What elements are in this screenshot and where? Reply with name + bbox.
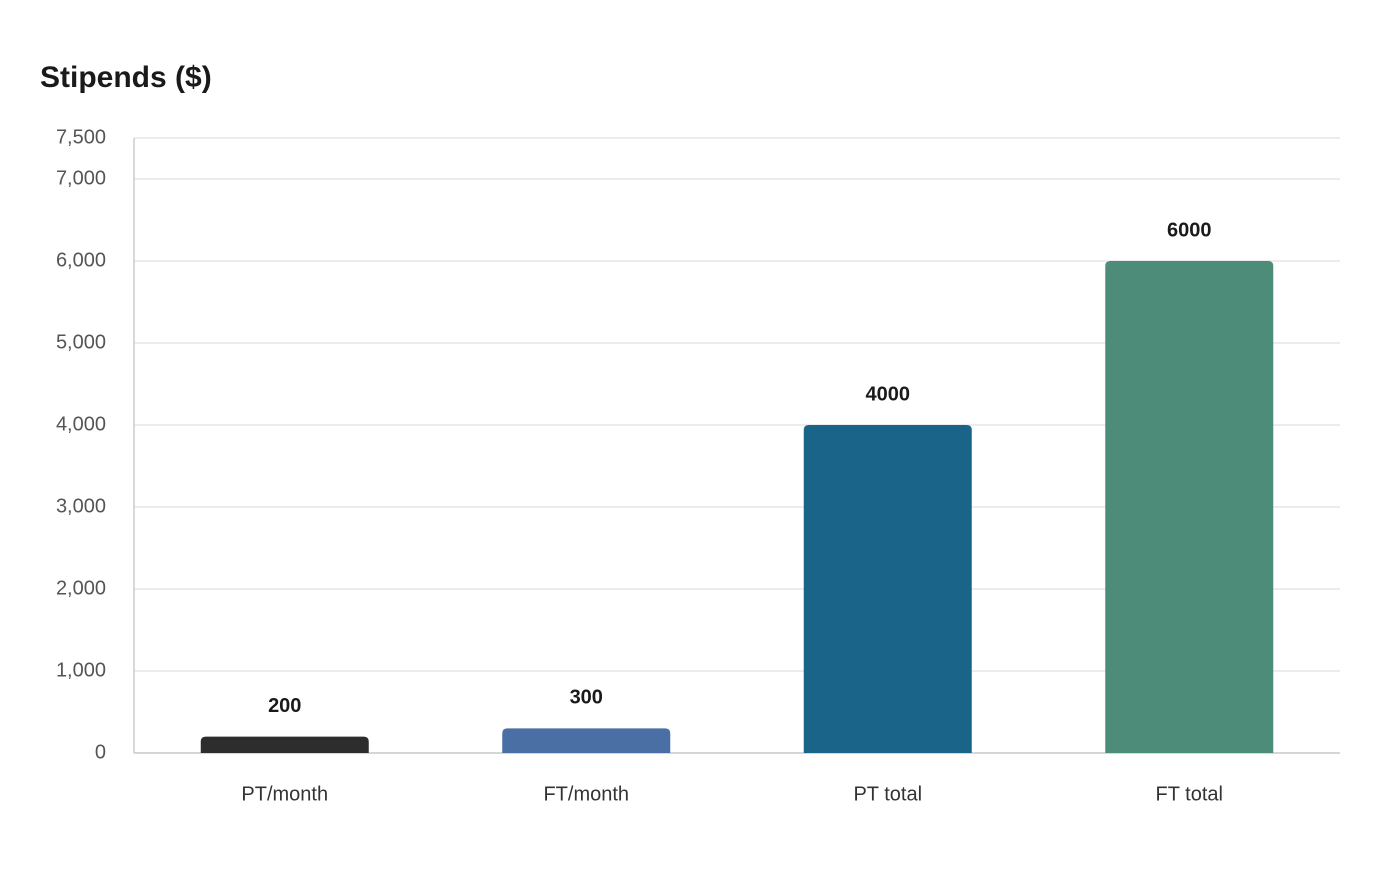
y-tick-label: 7,000 [56,167,106,189]
value-label: 300 [570,687,603,709]
y-tick-label: 1,000 [56,659,106,681]
x-tick-label: PT total [853,783,922,805]
bar [200,736,369,753]
value-label: 200 [268,695,301,717]
y-tick-label: 2,000 [56,577,106,599]
y-tick-label: 6,000 [56,249,106,271]
x-tick-label: FT/month [543,783,629,805]
y-tick-label: 0 [95,741,106,763]
y-tick-label: 5,000 [56,331,106,353]
bar [1105,261,1274,753]
y-tick-label: 3,000 [56,495,106,517]
value-label: 6000 [1167,219,1212,241]
chart-title: Stipends ($) [40,61,212,94]
y-tick-label: 4,000 [56,413,106,435]
value-label: 4000 [866,383,911,405]
y-tick-label: 7,500 [56,126,106,148]
bar [502,728,671,753]
x-tick-label: FT total [1156,783,1223,805]
bar [803,425,972,753]
x-tick-label: PT/month [241,783,328,805]
